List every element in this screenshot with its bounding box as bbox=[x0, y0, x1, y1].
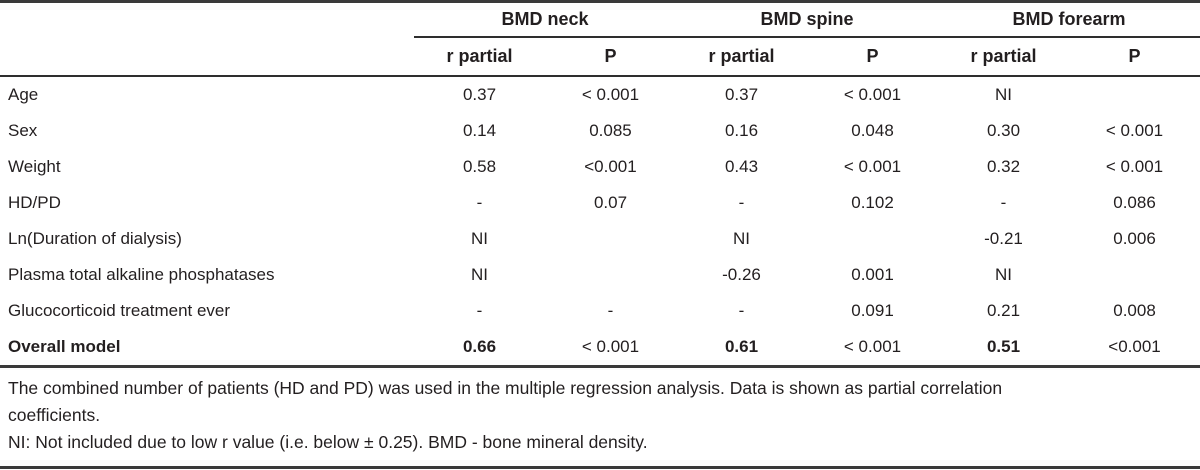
cell-neck-r: - bbox=[476, 193, 483, 212]
cell-forearm-p: 0.006 bbox=[1113, 229, 1156, 248]
footnote-line: coefficients. bbox=[8, 405, 101, 425]
cell-spine-p: < 0.001 bbox=[843, 337, 902, 356]
cell-spine-p: 0.048 bbox=[851, 121, 894, 140]
cell-forearm-r: -0.21 bbox=[984, 229, 1023, 248]
cell-neck-r: 0.37 bbox=[462, 85, 497, 104]
cell-spine-r: -0.26 bbox=[722, 265, 761, 284]
column-header-p-forearm: P bbox=[1069, 37, 1200, 77]
corner-cell bbox=[0, 37, 414, 77]
cell-neck-r: 0.58 bbox=[462, 157, 497, 176]
column-header-r-partial-spine: r partial bbox=[676, 37, 807, 77]
row-label: Weight bbox=[8, 157, 61, 176]
table-row-glucocorticoid-treatment-ever: Glucocorticoid treatment ever - - - 0.09… bbox=[0, 293, 1200, 329]
cell-spine-p: 0.102 bbox=[851, 193, 894, 212]
cell-neck-p: 0.07 bbox=[593, 193, 628, 212]
corner-cell bbox=[0, 3, 414, 37]
group-header-bmd-neck: BMD neck bbox=[414, 3, 676, 38]
cell-forearm-p: < 0.001 bbox=[1105, 157, 1164, 176]
cell-spine-p: 0.091 bbox=[851, 301, 894, 320]
cell-forearm-r: 0.51 bbox=[986, 337, 1021, 356]
cell-forearm-p: < 0.001 bbox=[1105, 121, 1164, 140]
cell-forearm-r: NI bbox=[995, 265, 1013, 284]
group-header-bmd-forearm: BMD forearm bbox=[938, 3, 1200, 38]
table-row-sex: Sex 0.14 0.085 0.16 0.048 0.30 < 0.001 bbox=[0, 113, 1200, 149]
table-row-plasma-total-alkaline-phosphatases: Plasma total alkaline phosphatases NI -0… bbox=[0, 257, 1200, 293]
table-row-ln-duration-of-dialysis: Ln(Duration of dialysis) NI NI -0.21 0.0… bbox=[0, 221, 1200, 257]
cell-neck-p bbox=[545, 221, 676, 257]
cell-neck-r: 0.14 bbox=[462, 121, 497, 140]
column-header-r-partial-neck: r partial bbox=[414, 37, 545, 77]
cell-spine-r: 0.61 bbox=[724, 337, 759, 356]
row-label: Age bbox=[8, 85, 39, 104]
cell-forearm-p: 0.008 bbox=[1113, 301, 1156, 320]
cell-neck-p: < 0.001 bbox=[581, 337, 640, 356]
cell-spine-r: NI bbox=[733, 229, 750, 248]
table-row-age: Age 0.37 < 0.001 0.37 < 0.001 NI bbox=[0, 76, 1200, 113]
cell-neck-r: - bbox=[476, 301, 483, 320]
cell-neck-p: < 0.001 bbox=[581, 85, 640, 104]
column-header-r-partial-forearm: r partial bbox=[938, 37, 1070, 77]
cell-forearm-r: 0.32 bbox=[986, 157, 1021, 176]
cell-forearm-p bbox=[1069, 76, 1200, 113]
cell-spine-p bbox=[807, 221, 938, 257]
cell-spine-r: 0.43 bbox=[724, 157, 759, 176]
cell-forearm-r: 0.30 bbox=[986, 121, 1021, 140]
cell-neck-p bbox=[545, 257, 676, 293]
cell-neck-r: NI bbox=[471, 229, 488, 248]
row-label: Overall model bbox=[8, 337, 121, 356]
cell-forearm-p bbox=[1069, 257, 1200, 293]
cell-spine-r: - bbox=[738, 193, 745, 212]
row-label: HD/PD bbox=[8, 193, 61, 212]
cell-spine-r: 0.16 bbox=[724, 121, 759, 140]
cell-neck-p: <0.001 bbox=[584, 157, 637, 176]
sub-header-row: r partial P r partial P r partial P bbox=[0, 37, 1200, 77]
column-header-p-spine: P bbox=[807, 37, 939, 77]
multiple-regression-table: BMD neck BMD spine BMD forearm r partial… bbox=[0, 3, 1200, 365]
cell-forearm-r: NI bbox=[995, 85, 1013, 104]
group-header-row: BMD neck BMD spine BMD forearm bbox=[0, 3, 1200, 38]
cell-spine-p: 0.001 bbox=[851, 265, 894, 284]
column-header-p-neck: P bbox=[545, 37, 676, 77]
row-label: Glucocorticoid treatment ever bbox=[8, 301, 231, 320]
table-row-hd-pd: HD/PD - 0.07 - 0.102 - 0.086 bbox=[0, 185, 1200, 221]
row-label: Ln(Duration of dialysis) bbox=[8, 229, 182, 248]
table-row-overall-model: Overall model 0.66 < 0.001 0.61 < 0.001 … bbox=[0, 329, 1200, 365]
cell-spine-p: < 0.001 bbox=[843, 85, 902, 104]
footnote-line: NI: Not included due to low r value (i.e… bbox=[8, 432, 648, 452]
cell-neck-r: 0.66 bbox=[462, 337, 497, 356]
cell-forearm-r: - bbox=[1000, 193, 1007, 212]
cell-forearm-p: <0.001 bbox=[1108, 337, 1161, 356]
table-row-weight: Weight 0.58 <0.001 0.43 < 0.001 0.32 < 0… bbox=[0, 149, 1200, 185]
table-footnotes: The combined number of patients (HD and … bbox=[0, 365, 1200, 466]
cell-spine-r: 0.37 bbox=[724, 85, 759, 104]
footnote-line: The combined number of patients (HD and … bbox=[8, 378, 1003, 398]
cell-spine-p: < 0.001 bbox=[843, 157, 902, 176]
cell-neck-p: 0.085 bbox=[589, 121, 632, 140]
cell-forearm-r: 0.21 bbox=[986, 301, 1021, 320]
cell-neck-p: - bbox=[607, 301, 614, 320]
group-header-bmd-spine: BMD spine bbox=[676, 3, 939, 38]
row-label: Sex bbox=[8, 121, 38, 140]
cell-spine-r: - bbox=[738, 301, 745, 320]
cell-forearm-p: 0.086 bbox=[1113, 193, 1156, 212]
cell-neck-r: NI bbox=[471, 265, 488, 284]
row-label: Plasma total alkaline phosphatases bbox=[8, 265, 275, 284]
